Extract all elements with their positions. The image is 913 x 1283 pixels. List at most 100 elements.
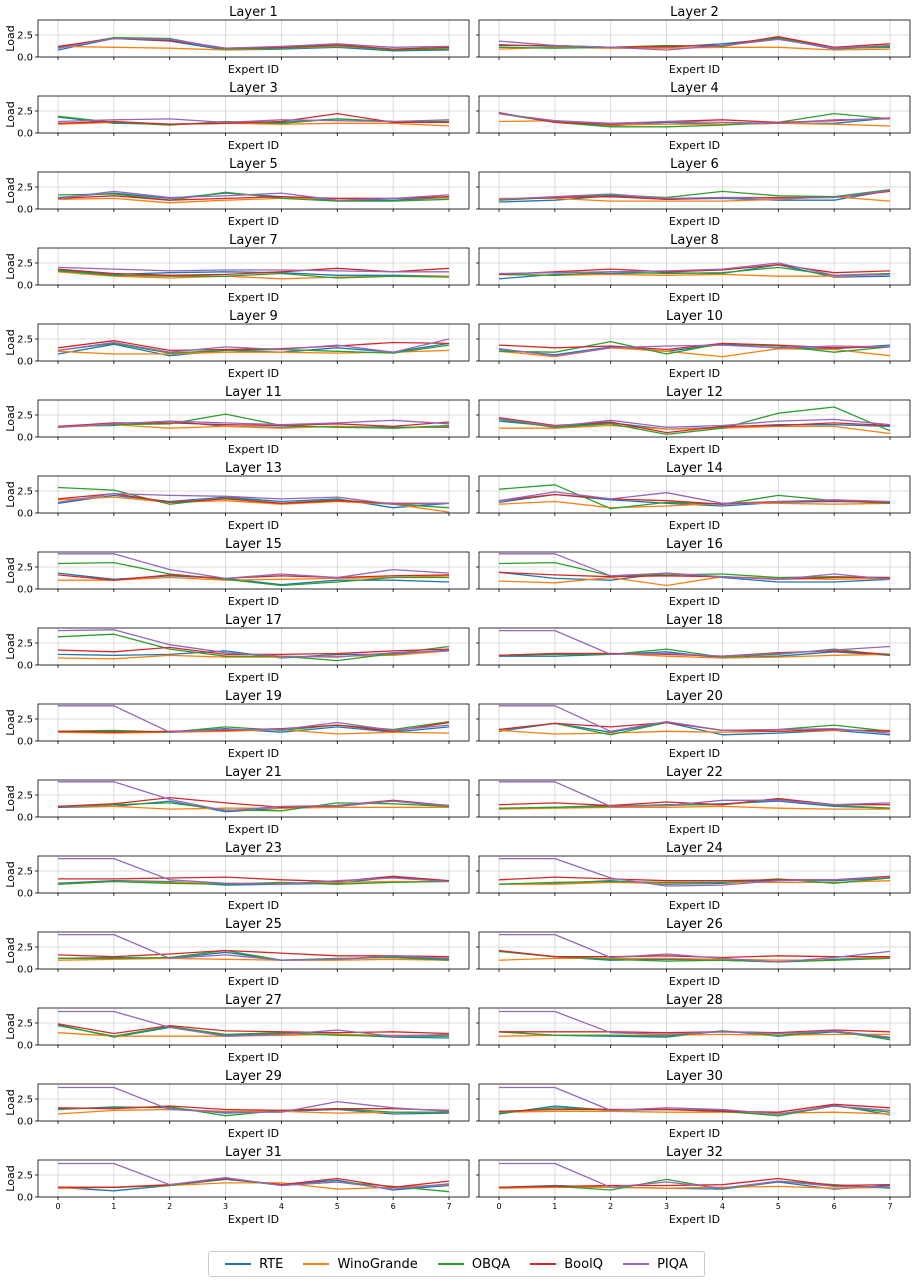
subplot-title: Layer 5 — [229, 157, 278, 172]
y-tick-label: 0.0 — [17, 129, 33, 140]
y-axis-label: Load — [4, 481, 17, 507]
series-line-boolq — [57, 574, 450, 581]
y-tick-label: 2.5 — [17, 638, 33, 649]
y-axis-label: Load — [4, 329, 17, 355]
series-line-piqa — [57, 338, 450, 353]
subplot: Layer 2 Expert ID — [476, 5, 911, 76]
y-tick-label: 2.5 — [17, 790, 33, 801]
series-line-piqa — [58, 781, 450, 812]
x-axis-label: Expert ID — [228, 63, 279, 76]
subplot: Layer 20 Expert ID — [476, 689, 911, 760]
y-axis-label: Load — [4, 405, 17, 431]
subplot-title: Layer 2 — [670, 5, 719, 20]
axes-frame — [37, 855, 470, 894]
y-tick-label: 2.5 — [17, 486, 33, 497]
series-line-boolq — [498, 264, 891, 276]
series-line-obqa — [498, 340, 891, 355]
axes-frame — [478, 931, 911, 970]
series-line-piqa — [498, 189, 891, 200]
subplot: Layer 4 Expert ID — [476, 81, 911, 152]
x-tick-label: 1 — [552, 1202, 557, 1211]
y-tick-label: 0.0 — [17, 1041, 33, 1052]
axes-frame — [37, 95, 470, 134]
series-line-obqa — [57, 561, 449, 587]
subplot-title: Layer 13 — [225, 461, 282, 476]
subplot: Layer 1 0.0 2.5 Expert ID Load — [4, 5, 470, 76]
series-line-winogrande — [498, 1110, 891, 1115]
legend-swatch — [225, 1263, 252, 1265]
series-line-piqa — [499, 857, 891, 887]
y-tick-label: 0.0 — [17, 1193, 33, 1204]
series-line-rte — [57, 494, 450, 509]
axes-frame — [478, 95, 911, 134]
legend-label: OBQA — [471, 1256, 511, 1272]
axes-frame — [478, 399, 911, 438]
x-tick-label: 1 — [111, 1202, 116, 1211]
x-axis-label: Expert ID — [669, 975, 720, 988]
subplot-title: Layer 15 — [225, 537, 282, 552]
x-tick-label: 7 — [887, 1202, 892, 1211]
x-axis-label: Expert ID — [669, 1127, 720, 1140]
series-line-boolq — [498, 571, 890, 580]
axes-frame — [478, 171, 911, 210]
x-axis-label: Expert ID — [669, 899, 720, 912]
y-tick-label: 2.5 — [17, 866, 33, 877]
series-line-piqa — [499, 705, 891, 734]
subplot: Layer 27 0.0 2.5 Expert ID Load — [4, 993, 470, 1064]
series-line-piqa — [499, 933, 891, 963]
y-axis-label: Load — [4, 785, 17, 811]
axes-frame — [37, 551, 470, 590]
series-line-piqa — [57, 37, 450, 49]
x-axis-label: Expert ID — [228, 1213, 279, 1226]
axes-frame — [478, 779, 911, 818]
subplot-title: Layer 28 — [666, 993, 723, 1008]
series-line-piqa — [58, 857, 450, 885]
axes-frame — [478, 627, 911, 666]
series-line-piqa — [57, 266, 449, 273]
x-axis-label: Expert ID — [228, 823, 279, 836]
series-line-boolq — [57, 340, 450, 352]
series-line-boolq — [498, 342, 891, 351]
series-line-obqa — [57, 802, 450, 812]
legend-item-rte: RTE — [225, 1257, 283, 1272]
y-axis-label: Load — [4, 557, 17, 583]
subplot-title: Layer 4 — [670, 81, 719, 96]
axes-frame — [478, 1083, 911, 1122]
subplot-title: Layer 23 — [225, 841, 282, 856]
series-line-obqa — [57, 191, 450, 202]
series-line-piqa — [58, 933, 450, 961]
x-tick-label: 2 — [167, 1202, 172, 1211]
series-line-piqa — [498, 344, 891, 357]
series-line-obqa — [57, 413, 450, 429]
series-line-boolq — [498, 1103, 891, 1113]
subplot-title: Layer 31 — [225, 1145, 282, 1160]
x-axis-label: Expert ID — [228, 367, 279, 380]
legend-label: PIQA — [657, 1256, 688, 1272]
x-tick-label: 5 — [776, 1202, 781, 1211]
series-line-piqa — [58, 553, 450, 580]
axes-frame — [37, 627, 470, 666]
x-axis-label: Expert ID — [228, 1127, 279, 1140]
y-tick-label: 0.0 — [17, 53, 33, 64]
subplot-title: Layer 27 — [225, 993, 282, 1008]
subplot-title: Layer 6 — [670, 157, 719, 172]
subplot: Layer 9 0.0 2.5 Expert ID Load — [4, 309, 470, 380]
axes-frame — [37, 779, 470, 818]
series-line-winogrande — [57, 728, 450, 735]
x-tick-label: 6 — [832, 1202, 837, 1211]
series-line-piqa — [499, 1162, 891, 1189]
series-line-piqa — [58, 1086, 450, 1113]
subplot-title: Layer 11 — [225, 385, 282, 400]
series-line-piqa — [499, 1086, 891, 1115]
legend-label: RTE — [259, 1256, 284, 1272]
series-line-obqa — [57, 1024, 449, 1037]
subplot-title: Layer 12 — [666, 385, 723, 400]
axes-frame — [478, 855, 911, 894]
y-tick-label: 0.0 — [17, 813, 33, 824]
x-axis-label: Expert ID — [228, 671, 279, 684]
legend-item-piqa: PIQA — [623, 1257, 688, 1272]
axes-frame — [37, 703, 470, 742]
series-line-winogrande — [498, 500, 891, 509]
x-axis-label: Expert ID — [228, 899, 279, 912]
